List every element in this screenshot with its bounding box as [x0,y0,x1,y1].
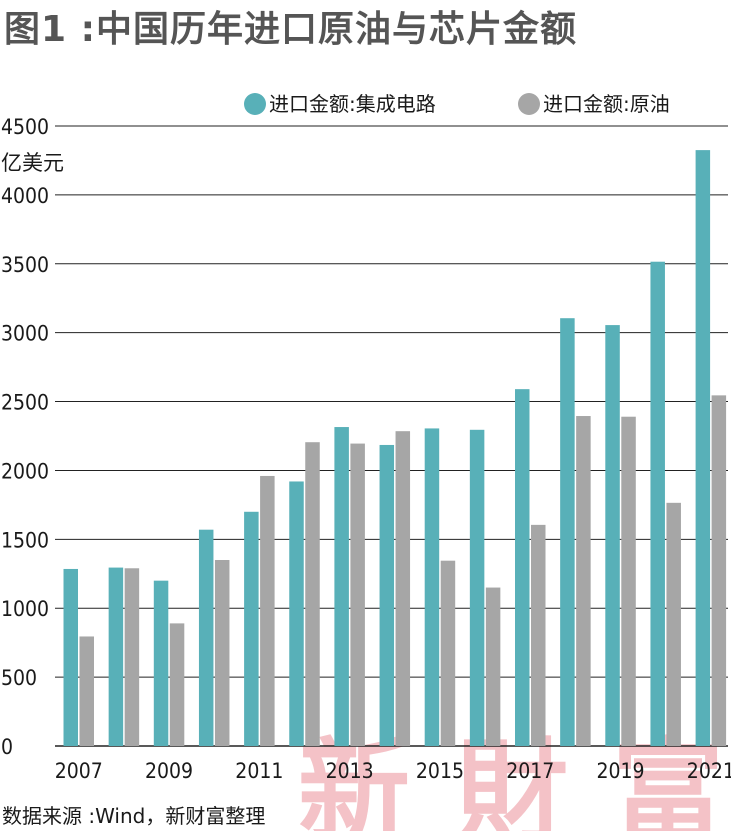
y-tick-label: 500 [1,666,37,690]
x-tick-label: 2013 [326,759,374,783]
y-tick-label: 2500 [1,391,49,415]
bar-circuit-2007 [63,568,78,746]
bar-circuit-2011 [244,511,259,746]
x-tick-label: 2015 [416,759,464,783]
axes: 0 500 1000 1500 2000 2500 3000 3500 4000 4500 亿美元 2… [1,115,731,783]
source-note: 数据来源 :Wind，新财富整理 [2,804,266,828]
bar-circuit-2013 [334,427,349,746]
x-tick-label: 2019 [597,759,645,783]
bar-oil-2013 [350,443,365,746]
x-tick-label: 2009 [145,759,193,783]
bar-circuit-2008 [108,567,124,746]
legend: 进口金额:集成电路 进口金额:原油 [244,92,670,116]
x-tick-label: 2017 [506,759,554,783]
x-tick-label: 2021 [687,759,731,783]
bar-circuit-2010 [198,529,214,746]
y-tick-label: 3000 [1,322,49,346]
bar-circuit-2012 [289,481,304,746]
chart-title: 图1 :中国历年进口原油与芯片金额 [4,9,577,50]
bar-circuit-2020 [650,261,665,746]
bar-oil-2012 [305,442,320,746]
y-tick-label: 1500 [1,528,49,552]
bar-oil-2007 [79,636,94,746]
legend-swatch [518,93,540,115]
bar-oil-2021 [711,395,727,746]
bar-oil-2010 [214,560,230,746]
bar-circuit-2019 [605,325,620,746]
x-tick-label: 2011 [235,759,283,783]
bar-oil-2011 [260,475,275,746]
legend-label: 进口金额:原油 [543,92,670,116]
y-tick-label: 1000 [1,597,49,621]
y-tick-label: 4000 [1,184,49,208]
bar-circuit-2009 [153,580,169,746]
bar-oil-2017 [531,524,546,746]
y-axis-unit-label: 亿美元 [1,151,64,175]
legend-swatch [244,93,266,115]
bar-circuit-2017 [515,389,530,746]
bar-oil-2016 [485,587,501,746]
bar-oil-2008 [124,568,140,746]
bar-oil-2014 [395,431,411,746]
y-tick-label: 4500 [1,115,49,139]
bar-oil-2015 [440,560,456,746]
x-tick-label: 2007 [55,759,103,783]
bar-circuit-2016 [469,429,485,746]
bar-circuit-2018 [560,318,575,746]
bar-circuit-2014 [379,444,395,746]
bar-oil-2019 [621,416,636,746]
y-tick-label: 0 [1,735,13,759]
bar-circuit-2021 [695,150,711,747]
legend-label: 进口金额:集成电路 [269,92,436,116]
y-tick-label: 2000 [1,459,49,483]
bar-circuit-2015 [424,428,440,746]
bars [63,150,727,747]
bar-oil-2009 [169,623,185,746]
bar-oil-2018 [576,416,591,746]
bar-oil-2020 [666,502,681,746]
y-tick-label: 3500 [1,253,49,277]
